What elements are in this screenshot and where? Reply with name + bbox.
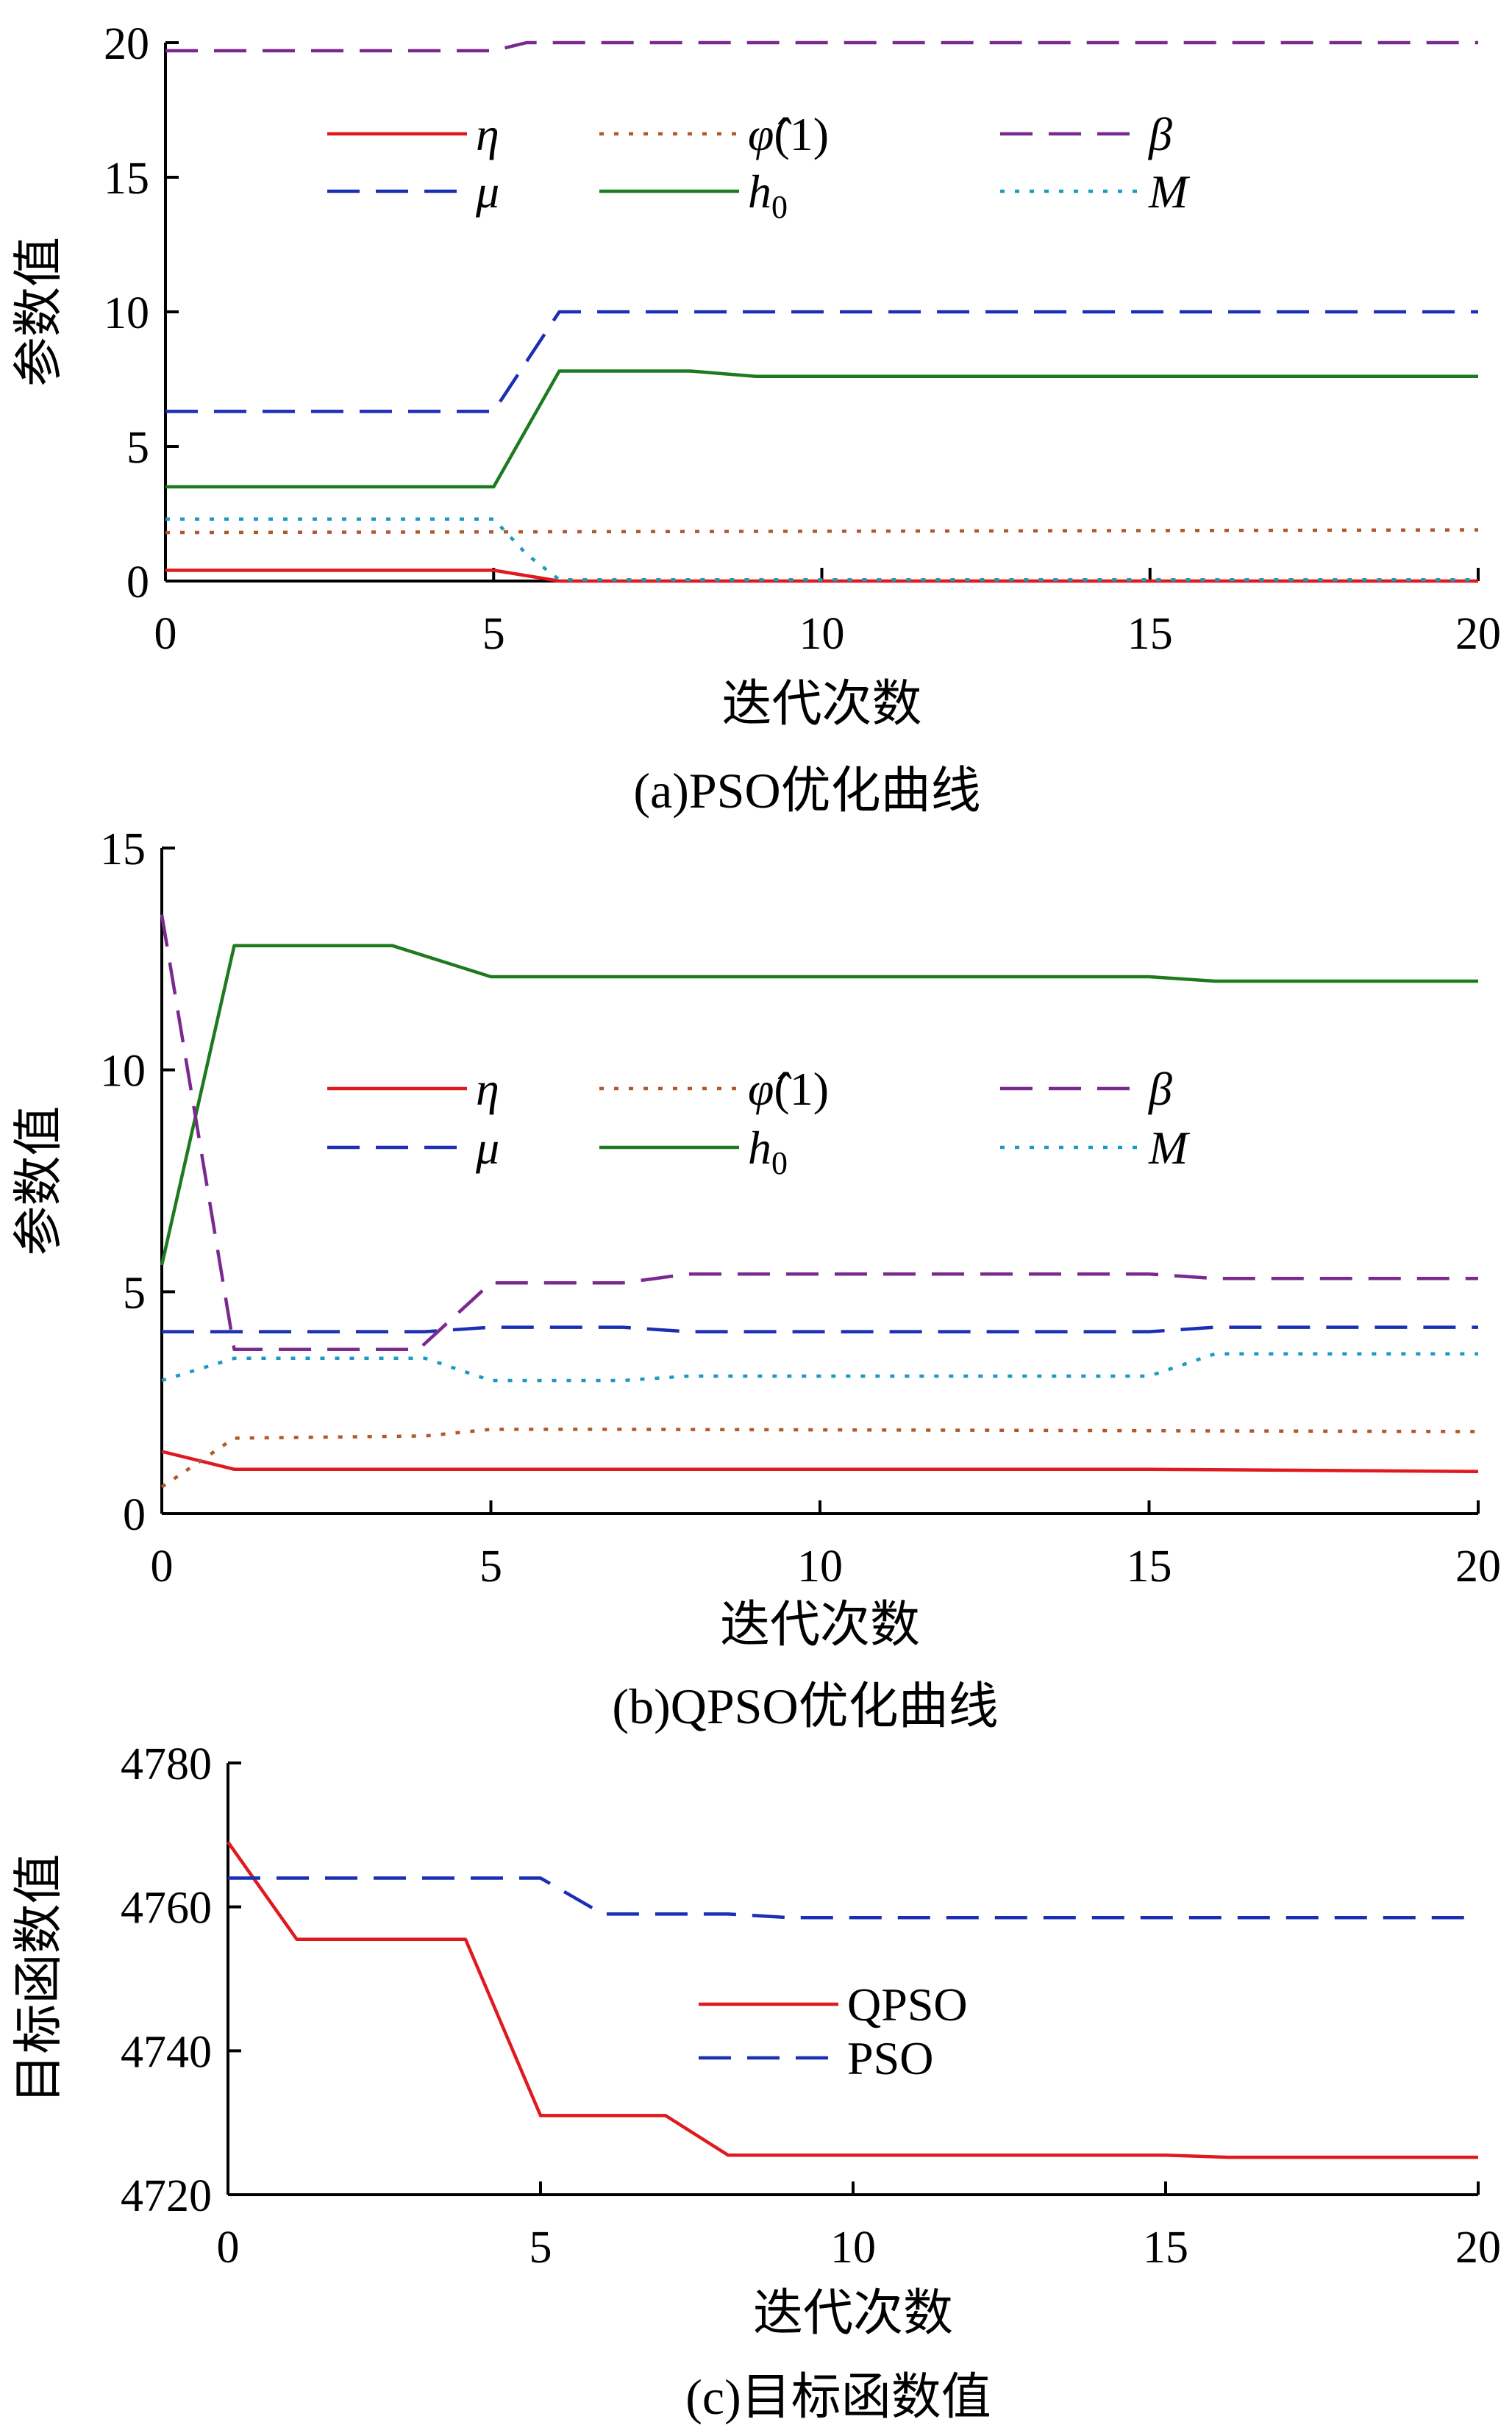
legend-label: h0 (748, 1122, 788, 1181)
series-line-blue (228, 1876, 1478, 1920)
x-axis-label: 迭代次数 (720, 1597, 920, 1653)
y-tick-label: 0 (123, 1490, 146, 1540)
chart-caption: (a)PSO优化曲线 (633, 763, 980, 819)
legend-label: M (1148, 165, 1191, 218)
series-line-blue (165, 310, 1478, 413)
series-line-red (227, 1841, 1478, 2159)
y-tick-label: 4740 (121, 2027, 212, 2077)
series-line-brown (160, 1428, 1479, 1489)
chart-panel-3: 0 5 10 15 20 4720 4740 4760 4780 迭代次数 目标函数值 (c)目标函数… (11, 1739, 1501, 2425)
x-axis-label: 迭代次数 (753, 2285, 953, 2341)
x-tick-label: 0 (151, 1542, 174, 1592)
legend-label: μ (475, 165, 499, 218)
x-tick-label: 15 (1143, 2223, 1188, 2273)
series-line-blue (162, 1325, 1478, 1333)
legend-label: η (476, 1063, 499, 1115)
y-tick-label: 15 (104, 154, 149, 204)
series-line-purple (160, 914, 1478, 1352)
y-tick-label: 0 (126, 558, 149, 608)
legend-label: φ̂(1) (748, 108, 829, 160)
x-tick-label: 0 (154, 609, 177, 659)
series-line-teal (161, 1352, 1478, 1383)
legend-label: h0 (748, 165, 788, 225)
series-line-teal (165, 517, 1478, 582)
series-line-green (160, 944, 1478, 1266)
x-tick-label: 20 (1455, 1542, 1501, 1592)
chart-caption: (c)目标函数值 (685, 2369, 991, 2425)
x-tick-label: 15 (1127, 1542, 1172, 1592)
y-tick-label: 20 (104, 19, 149, 69)
chart-panel-1: 0 5 10 15 20 0 5 10 15 20 迭代次数 参数值 (a)PSO优化曲线 η φ̂(1) β… (11, 19, 1501, 819)
x-tick-label: 20 (1455, 609, 1501, 659)
x-tick-label: 5 (529, 2223, 552, 2273)
x-tick-label: 10 (830, 2223, 876, 2273)
y-tick-label: 4760 (121, 1884, 212, 1934)
series-line-brown (165, 528, 1479, 535)
axes (160, 848, 1478, 1515)
x-axis-label: 迭代次数 (721, 676, 921, 732)
legend-label: PSO (847, 2032, 933, 2084)
x-tick-label: 10 (797, 1542, 843, 1592)
x-tick-label: 10 (799, 609, 845, 659)
y-tick-label: 5 (126, 423, 149, 473)
legend: η φ̂(1) β μ h0 M (327, 1063, 1191, 1181)
y-tick-label: 4780 (121, 1739, 212, 1789)
legend: η φ̂(1) β μ h0 M (327, 108, 1191, 225)
x-tick-label: 15 (1127, 609, 1173, 659)
y-axis-label: 参数值 (11, 1105, 67, 1255)
legend-label: μ (475, 1122, 499, 1174)
series-line-red (161, 1450, 1479, 1473)
y-axis-label: 目标函数值 (11, 1853, 67, 2104)
x-tick-label: 20 (1455, 2223, 1501, 2273)
legend-label: φ̂(1) (748, 1063, 829, 1115)
y-tick-label: 10 (100, 1047, 146, 1097)
legend-label: M (1148, 1122, 1191, 1174)
y-tick-label: 4720 (121, 2171, 212, 2221)
legend-label: β (1147, 1063, 1172, 1115)
x-tick-label: 0 (217, 2223, 240, 2273)
y-tick-label: 15 (100, 824, 146, 874)
series-line-green (165, 369, 1478, 489)
chart-panel-2: 0 5 10 15 20 0 5 10 15 迭代次数 参数值 (b)QPSO优化曲线 η φ̂(1) β μ… (11, 824, 1501, 1734)
y-tick-label: 10 (104, 288, 149, 338)
legend-label: QPSO (847, 1978, 968, 2031)
x-tick-label: 5 (479, 1542, 502, 1592)
x-tick-label: 5 (482, 609, 505, 659)
series-line-purple (165, 40, 1478, 53)
chart-caption: (b)QPSO优化曲线 (612, 1678, 998, 1734)
legend-label: β (1147, 108, 1172, 160)
y-tick-label: 5 (123, 1268, 146, 1318)
legend-label: η (476, 108, 499, 160)
series-line-red (165, 569, 1478, 583)
y-axis-label: 参数值 (11, 237, 67, 387)
